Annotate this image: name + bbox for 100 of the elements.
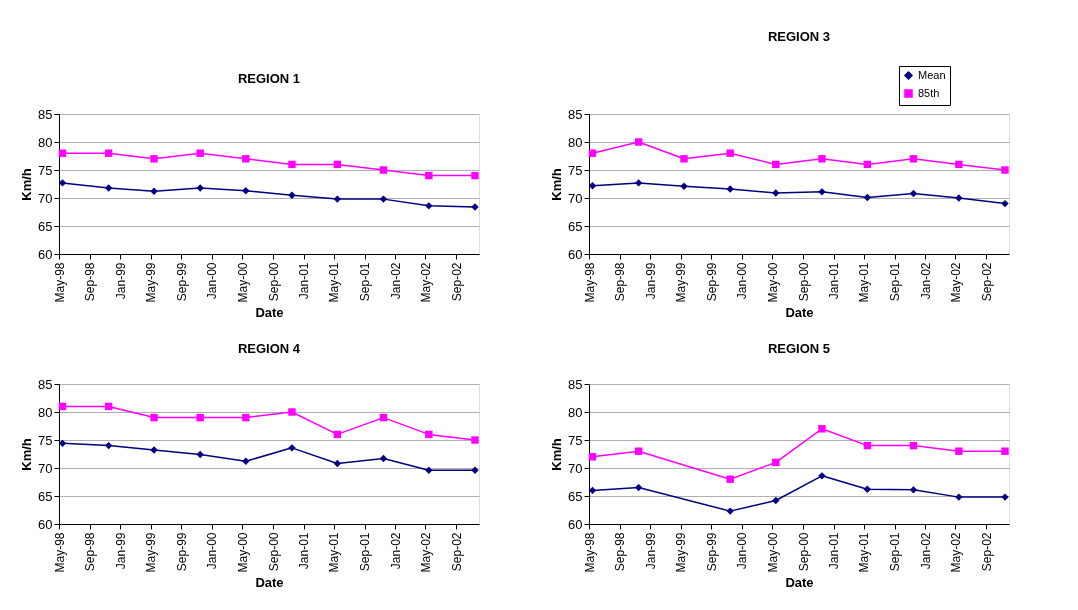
x-tick-label: May-98 [52, 532, 67, 573]
x-tick-label: May-98 [582, 262, 597, 303]
x-tick-label: Jan-99 [643, 262, 658, 300]
x-tick-label: Jan-01 [827, 532, 842, 570]
x-tick-label: Jan-02 [388, 532, 403, 570]
y-tick-label: 85 [568, 106, 583, 122]
y-tick-label: 80 [38, 404, 53, 420]
y-tick-label: 65 [38, 218, 53, 234]
y-tick-label: 80 [568, 404, 583, 420]
point [425, 430, 433, 439]
point [242, 155, 250, 163]
y-tick-label: 60 [568, 246, 583, 262]
x-axis-title: Date [785, 304, 814, 320]
x-tick-label: Jan-99 [113, 262, 128, 300]
point [863, 193, 872, 202]
x-tick-label: Sep-02 [979, 262, 994, 302]
point [726, 475, 734, 483]
point [818, 425, 826, 433]
x-tick-label: Jan-00 [735, 532, 750, 570]
x-tick-label: Sep-99 [704, 262, 719, 302]
point [333, 459, 342, 468]
point [150, 413, 158, 422]
x-tick-label: Sep-99 [174, 262, 189, 302]
x-tick-label: Jan-00 [205, 262, 220, 300]
x-tick-label: Sep-00 [266, 532, 281, 572]
y-tick-label: 65 [568, 488, 583, 504]
y-tick-label: 60 [38, 246, 53, 262]
x-tick-label: May-99 [144, 262, 159, 303]
point [634, 138, 643, 146]
y-tick-label: 65 [568, 218, 583, 234]
x-tick-label: Jan-00 [735, 262, 750, 300]
point [588, 149, 597, 157]
point [288, 160, 296, 169]
chart-title: REGION 3 [767, 28, 831, 44]
point [1001, 447, 1009, 455]
y-axis-title: Km/h [19, 168, 35, 201]
point [196, 450, 204, 459]
x-tick-label: May-01 [327, 532, 342, 573]
point [588, 181, 597, 190]
point [150, 155, 158, 163]
point [379, 195, 388, 203]
point [588, 486, 597, 495]
point [471, 436, 479, 444]
point [818, 155, 826, 163]
x-tick-label: May-98 [582, 532, 597, 573]
y-tick-label: 65 [38, 488, 53, 504]
point [379, 166, 388, 174]
x-tick-label: Sep-00 [796, 262, 811, 302]
x-tick-label: Jan-01 [297, 532, 312, 570]
point [634, 447, 643, 455]
y-tick-label: 85 [38, 106, 53, 122]
y-tick-label: 80 [568, 134, 583, 150]
x-tick-label: May-99 [674, 262, 689, 303]
x-tick-label: May-02 [418, 532, 433, 573]
point [909, 189, 918, 198]
chart-title: REGION 5 [767, 341, 831, 356]
point [58, 179, 67, 187]
x-axis-title: Date [255, 304, 284, 320]
x-tick-label: Jan-00 [205, 532, 220, 570]
y-tick-label: 70 [568, 190, 583, 206]
y-tick-label: 70 [38, 460, 53, 476]
point [288, 408, 296, 416]
y-tick-label: 75 [38, 162, 53, 178]
point [196, 149, 204, 157]
point [104, 184, 113, 192]
x-tick-label: May-01 [857, 262, 872, 303]
y-tick-label: 80 [38, 134, 53, 150]
x-tick-label: Sep-01 [888, 532, 903, 572]
x-tick-label: Sep-98 [613, 262, 628, 302]
point [955, 160, 963, 169]
x-tick-label: Sep-02 [979, 532, 994, 572]
point [150, 187, 158, 195]
x-tick-label: May-00 [765, 262, 780, 303]
point [1001, 166, 1009, 174]
x-tick-label: Sep-99 [174, 532, 189, 572]
x-tick-label: Sep-01 [888, 262, 903, 302]
point [1001, 199, 1009, 208]
y-axis-title: Km/h [549, 438, 565, 471]
x-tick-label: Sep-00 [266, 262, 281, 302]
point [104, 149, 113, 157]
x-tick-label: May-00 [235, 262, 250, 303]
point [909, 155, 918, 163]
point [425, 202, 433, 210]
chart-title: REGION 1 [237, 71, 301, 86]
point [242, 187, 250, 195]
x-tick-label: Sep-00 [796, 532, 811, 572]
point [104, 441, 113, 450]
point [909, 486, 918, 494]
point [955, 447, 963, 455]
y-tick-label: 60 [38, 516, 53, 532]
point [425, 171, 433, 180]
point [634, 483, 643, 492]
x-tick-label: Sep-98 [613, 532, 628, 572]
point [726, 149, 734, 157]
x-tick-label: Sep-01 [358, 262, 373, 302]
x-tick-label: May-99 [144, 532, 159, 573]
point [772, 458, 780, 467]
point [242, 457, 250, 465]
point [772, 496, 780, 505]
x-tick-label: May-00 [235, 532, 250, 573]
